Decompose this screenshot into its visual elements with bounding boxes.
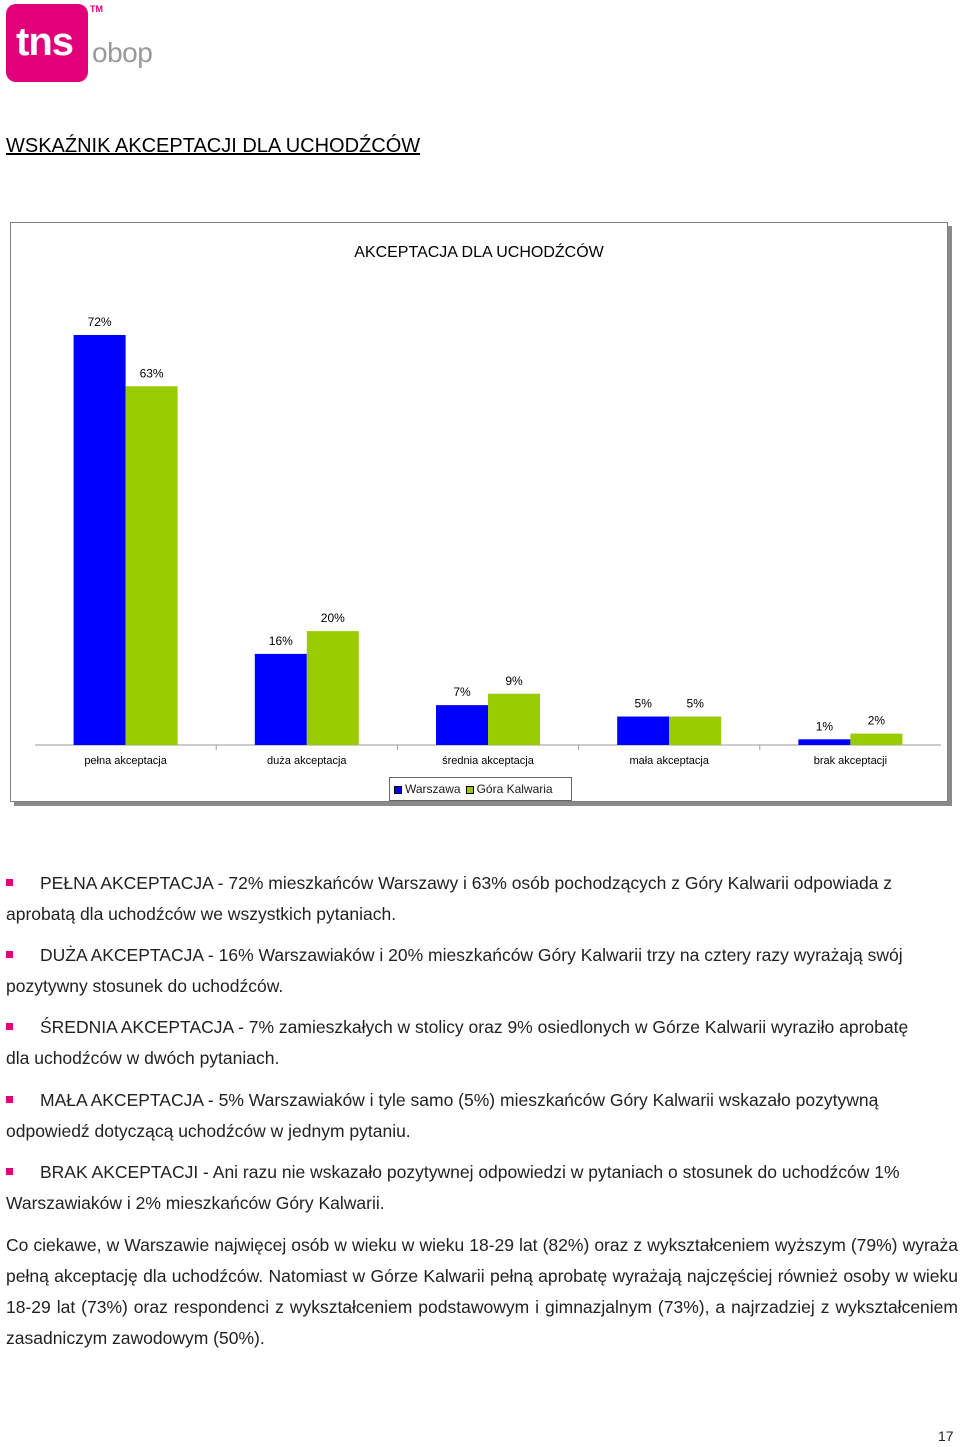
- bullet-item-duza: DUŻA AKCEPTACJA - 16% Warszawiaków i 20%…: [6, 940, 936, 1002]
- bar-gora-kalwaria-srednia-akceptacja: [488, 693, 540, 745]
- tns-obop-logo: tns TM obop: [6, 4, 156, 84]
- logo-brand-text: tns: [16, 20, 74, 64]
- chart-frame: AKCEPTACJA DLA UCHODŹCÓW pełna akceptacja…: [10, 222, 948, 802]
- bullet-item-brak: BRAK AKCEPTACJI - Ani razu nie wskazało …: [6, 1157, 936, 1219]
- data-label-warszawa-duza-akceptacja: 16%: [269, 634, 293, 648]
- bullet-item-pelna: PEŁNA AKCEPTACJA - 72% mieszkańców Warsz…: [6, 868, 936, 930]
- x-tick-label-duza-akceptacja: duża akceptacja: [267, 755, 347, 767]
- bullet-item-mala: MAŁA AKCEPTACJA - 5% Warszawiaków i tyle…: [6, 1085, 936, 1147]
- chart-legend: Warszawa Góra Kalwaria: [389, 777, 572, 801]
- bullet-text: MAŁA AKCEPTACJA - 5% Warszawiaków i tyle…: [6, 1090, 879, 1141]
- data-label-gora-kalwaria-brak-akceptacji: 2%: [868, 714, 886, 728]
- x-tick-label-srednia-akceptacja: średnia akceptacja: [442, 755, 535, 767]
- legend-label-gora-kalwaria: Góra Kalwaria: [476, 782, 553, 796]
- logo-trademark: TM: [90, 4, 103, 14]
- legend-swatch-warszawa: [394, 785, 402, 794]
- bar-warszawa-srednia-akceptacja: [436, 705, 488, 745]
- bar-gora-kalwaria-mala-akceptacja: [669, 716, 722, 745]
- bullet-square-icon: [6, 1168, 13, 1175]
- bullet-square-icon: [6, 1023, 13, 1030]
- data-label-warszawa-mala-akceptacja: 5%: [635, 697, 653, 711]
- legend-label-warszawa: Warszawa: [405, 782, 461, 796]
- legend-swatch-gora-kalwaria: [465, 785, 474, 794]
- bullet-text: PEŁNA AKCEPTACJA - 72% mieszkańców Warsz…: [6, 873, 893, 924]
- bullet-square-icon: [6, 1096, 13, 1103]
- logo-badge: [6, 4, 88, 82]
- x-tick-label-pelna-akceptacja: pełna akceptacja: [84, 755, 167, 767]
- legend-item-warszawa: Warszawa: [394, 778, 461, 800]
- x-tick-label-mala-akceptacja: mała akceptacja: [629, 755, 709, 767]
- bullet-text: ŚREDNIA AKCEPTACJA - 7% zamieszkałych w …: [6, 1017, 909, 1068]
- bar-gora-kalwaria-duza-akceptacja: [306, 631, 359, 745]
- legend-item-gora-kalwaria: Góra Kalwaria: [465, 778, 553, 800]
- bar-warszawa-pelna-akceptacja: [73, 335, 126, 745]
- data-label-warszawa-srednia-akceptacja: 7%: [453, 685, 471, 699]
- bar-gora-kalwaria-brak-akceptacji: [850, 733, 903, 745]
- chart-title: AKCEPTACJA DLA UCHODŹCÓW: [354, 242, 604, 261]
- page-heading: WSKAŹNIK AKCEPTACJI DLA UCHODŹCÓW: [6, 135, 421, 157]
- bullet-square-icon: [6, 879, 13, 886]
- bar-warszawa-duza-akceptacja: [254, 653, 307, 745]
- bar-chart: AKCEPTACJA DLA UCHODŹCÓW pełna akceptacja…: [35, 242, 941, 767]
- logo-suffix-text: obop: [92, 37, 153, 68]
- data-label-gora-kalwaria-mala-akceptacja: 5%: [687, 697, 705, 711]
- data-label-gora-kalwaria-duza-akceptacja: 20%: [321, 611, 345, 625]
- summary-paragraph: Co ciekawe, w Warszawie najwięcej osób w…: [6, 1235, 958, 1348]
- bullet-square-icon: [6, 951, 13, 958]
- page-number: 17: [938, 1428, 954, 1444]
- bar-gora-kalwaria-pelna-akceptacja: [125, 386, 178, 745]
- data-label-warszawa-brak-akceptacji: 1%: [816, 719, 834, 733]
- bullet-text: DUŻA AKCEPTACJA - 16% Warszawiaków i 20%…: [6, 945, 903, 996]
- data-label-warszawa-pelna-akceptacja: 72%: [88, 315, 112, 329]
- bullet-item-srednia: ŚREDNIA AKCEPTACJA - 7% zamieszkałych w …: [6, 1012, 936, 1074]
- bullet-text: BRAK AKCEPTACJI - Ani razu nie wskazało …: [6, 1162, 900, 1213]
- data-label-gora-kalwaria-srednia-akceptacja: 9%: [505, 674, 523, 688]
- bar-warszawa-mala-akceptacja: [617, 716, 670, 745]
- bar-warszawa-brak-akceptacji: [798, 739, 851, 745]
- x-tick-label-brak-akceptacji: brak akceptacji: [814, 755, 887, 767]
- data-label-gora-kalwaria-pelna-akceptacja: 63%: [140, 366, 164, 380]
